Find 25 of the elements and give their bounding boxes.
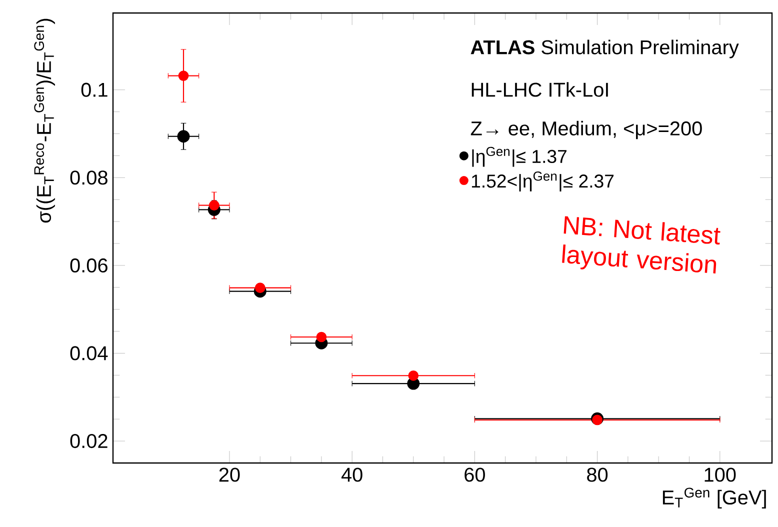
y-tick-label: 0.08 — [70, 170, 108, 185]
y-tick-label: 0.06 — [70, 258, 108, 272]
text: σ((E$_{T}$$^{Reco}$-E$_{T}$$^{Gen}$)/E$_{T}$$^{Gen}$) — [34, 18, 55, 223]
x-axis-title: E$_{T}$$^{Gen}$ [GeV] — [662, 488, 766, 508]
x-tick-label: 20 — [219, 468, 240, 482]
point — [408, 370, 419, 381]
legend-label: 1.52<|η$^{Gen}$|≤ 2.37 — [472, 172, 614, 192]
point — [254, 282, 266, 294]
y-tick-label: 0.1 — [81, 82, 108, 97]
y-tick-label: 0.04 — [70, 346, 108, 360]
point — [178, 70, 189, 81]
annotation: Z→ ee, Medium, <μ>=200 — [470, 120, 702, 140]
point — [208, 200, 220, 210]
annotation: HL-LHC ITk-LoI — [472, 82, 608, 97]
point — [592, 414, 602, 426]
x-tick-label: 40 — [341, 468, 362, 482]
legend-label: |η$^{Gen}$|≤ 1.37 — [472, 146, 566, 167]
x-tick-label: 60 — [464, 468, 485, 482]
point — [316, 332, 327, 342]
annotation: NB: Not latest layout version — [562, 216, 720, 274]
point — [177, 130, 190, 143]
x-tick-label: 80 — [587, 468, 608, 482]
y-tick-label: 0.02 — [70, 434, 108, 448]
annotation: ATLAS Simulation Preliminary — [470, 40, 739, 58]
x-tick-label: 100 — [704, 468, 736, 482]
